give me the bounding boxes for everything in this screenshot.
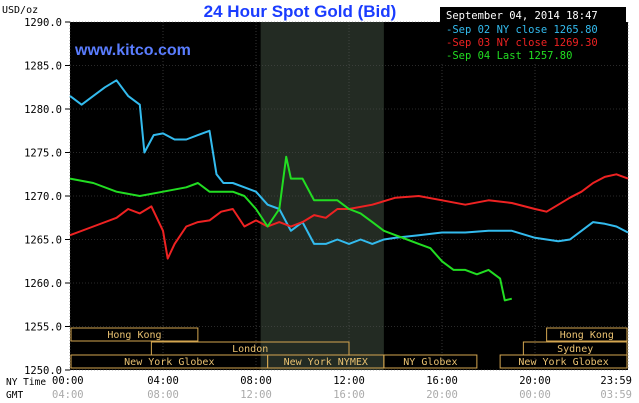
x-tick-labels: 00:00 04:00 04:00 08:00 08:00 12:00 12:00 16:00… — [52, 375, 632, 401]
market-sessions: Hong Kong London New York Globex New York N… — [70, 327, 628, 369]
session-bar — [499, 354, 628, 369]
legend: September 04, 2014 18:47 -Sep 02 NY clos… — [440, 7, 626, 62]
price-series — [69, 79, 629, 302]
x-tick-label-ny: 04:00 — [147, 375, 179, 387]
x-tick-label-ny: 20:00 — [519, 375, 551, 387]
y-tick-label: 1290.0 — [24, 17, 62, 29]
y-axis-label: USD/oz — [2, 5, 38, 16]
session-label: New York Globex — [518, 357, 608, 368]
y-tick-label: 1275.0 — [24, 148, 62, 160]
x-tick-label-gmt: 12:00 — [240, 389, 272, 401]
series-line-sep-03 — [69, 173, 629, 260]
session-bar — [383, 354, 478, 369]
x-tick-label-gmt: 20:00 — [426, 389, 458, 401]
y-tick-label: 1265.0 — [24, 235, 62, 247]
legend-box — [440, 7, 626, 62]
session-label: NY Globex — [403, 357, 457, 368]
y-tick-label: 1255.0 — [24, 322, 62, 334]
grid-lines — [69, 21, 629, 371]
session-bar — [546, 327, 628, 342]
watermark-url: www.kitco.com — [74, 42, 191, 59]
x-tick-label-gmt: 16:00 — [333, 389, 365, 401]
x-axis-label-gmt: GMT — [6, 390, 23, 401]
session-label: Sydney — [557, 344, 593, 355]
x-tick-label-ny: 00:00 — [52, 375, 84, 387]
chart-title: 24 Hour Spot Gold (Bid) — [204, 2, 397, 21]
x-tick-label-ny: 16:00 — [426, 375, 458, 387]
y-tick-label: 1280.0 — [24, 104, 62, 116]
x-tick-label-ny: 12:00 — [333, 375, 365, 387]
x-axis-label-ny: NY Time — [6, 377, 46, 388]
timestamp: September 04, 2014 18:47 — [446, 10, 598, 22]
x-tick-label-gmt: 08:00 — [147, 389, 179, 401]
x-tick-label-gmt: 04:00 — [52, 389, 84, 401]
session-label: London — [232, 344, 268, 355]
legend-entry: -Sep 02 NY close 1265.80 — [446, 24, 598, 36]
session-label: New York Globex — [124, 357, 214, 368]
x-tick-label-ny: 23:59 — [600, 375, 632, 387]
session-label: Hong Kong — [107, 330, 161, 341]
x-tick-label-gmt: 00:00 — [519, 389, 551, 401]
y-tick-labels: 1290.0 1285.0 1280.0 1275.0 1270.0 1265.0 1260… — [24, 17, 70, 377]
session-bar — [70, 327, 199, 342]
legend-entry: -Sep 03 NY close 1269.30 — [446, 37, 598, 49]
y-tick-label: 1250.0 — [24, 365, 62, 377]
series-line-sep-04 — [69, 155, 513, 302]
legend-entry: -Sep 04 Last 1257.80 — [446, 50, 572, 62]
x-tick-label-gmt: 03:59 — [600, 389, 632, 401]
y-tick-label: 1260.0 — [24, 278, 62, 290]
session-label: Hong Kong — [560, 330, 614, 341]
session-label: New York NYMEX — [284, 357, 368, 368]
y-tick-label: 1270.0 — [24, 191, 62, 203]
x-tick-label-ny: 08:00 — [240, 375, 272, 387]
y-tick-label: 1285.0 — [24, 61, 62, 73]
